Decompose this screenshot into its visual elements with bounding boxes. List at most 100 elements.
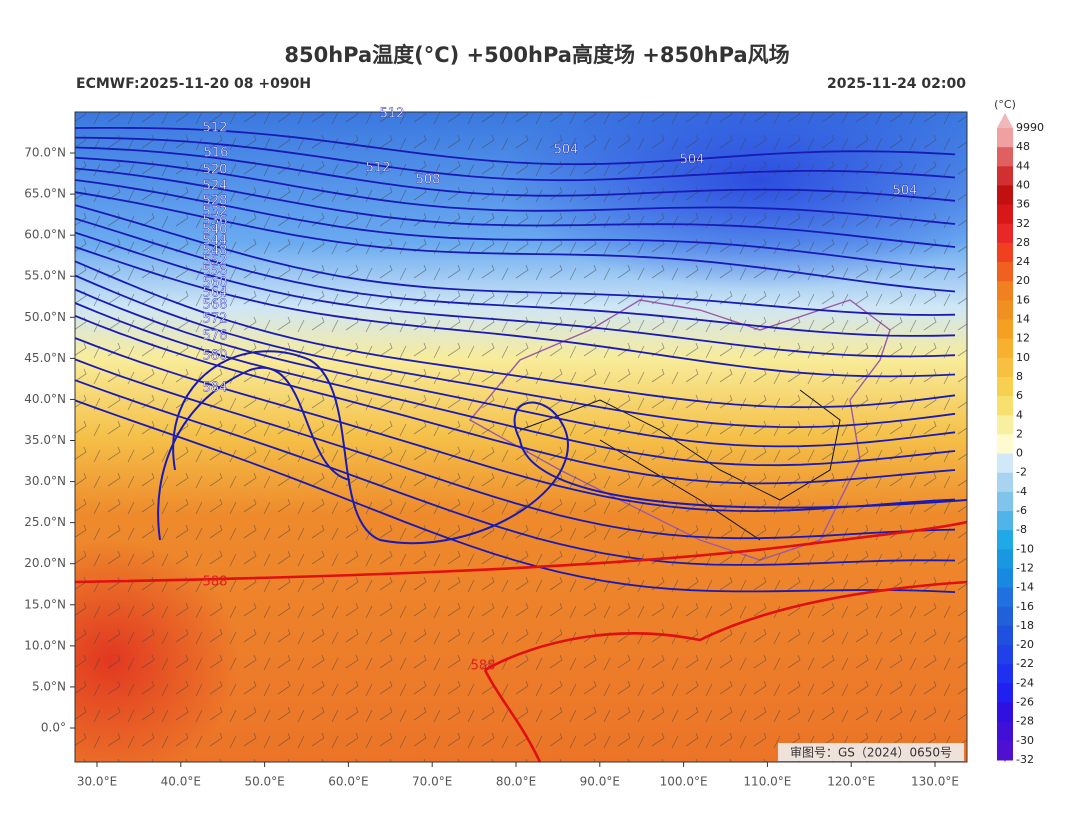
colorbar-label: -26 bbox=[1016, 696, 1034, 709]
colorbar-box bbox=[997, 319, 1013, 340]
contour-line bbox=[75, 260, 956, 409]
colorbar-box bbox=[997, 453, 1013, 474]
colorbar-box bbox=[997, 300, 1013, 321]
colorbar-label: 40 bbox=[1016, 178, 1030, 191]
contour-label: 536 bbox=[203, 214, 228, 229]
map-field: 审图号：GS（2024）0650号 bbox=[75, 112, 967, 762]
y-tick-label: 70.0°N bbox=[24, 146, 66, 160]
contour-label: 512 bbox=[380, 107, 405, 122]
colorbar-box bbox=[997, 434, 1013, 455]
colorbar-box bbox=[997, 721, 1013, 742]
contour-label: 560 bbox=[203, 276, 228, 291]
x-tick-label: 80.0°E bbox=[496, 775, 536, 789]
colorbar-label: -28 bbox=[1016, 715, 1034, 728]
colorbar-box bbox=[997, 664, 1013, 684]
contour-label: 568 bbox=[203, 298, 228, 313]
contour-588-south bbox=[483, 580, 967, 762]
contour-label: 580 bbox=[203, 349, 228, 364]
colorbar-box bbox=[997, 625, 1013, 646]
x-tick-label: 90.0°E bbox=[580, 775, 620, 789]
y-tick-label: 30.0°N bbox=[24, 474, 66, 488]
colorbar-label: -18 bbox=[1016, 619, 1034, 632]
colorbar-box bbox=[997, 702, 1013, 723]
colorbar-label: -22 bbox=[1016, 657, 1034, 670]
y-tick-label: 15.0°N bbox=[24, 597, 66, 611]
colorbar-label: 36 bbox=[1016, 198, 1030, 211]
colorbar-label: 14 bbox=[1016, 313, 1030, 326]
approval-box bbox=[778, 743, 964, 761]
y-tick-label: 0.0° bbox=[41, 721, 66, 735]
contour-line bbox=[75, 399, 956, 593]
colorbar-box bbox=[997, 511, 1013, 531]
colorbar-label: -16 bbox=[1016, 600, 1034, 613]
y-tick-label: 5.0°N bbox=[32, 679, 66, 693]
contour-line bbox=[75, 314, 956, 485]
contour-label: 512 bbox=[203, 121, 228, 136]
contour-line bbox=[75, 379, 956, 566]
contour-label: 540 bbox=[203, 223, 228, 238]
colorbar-box bbox=[997, 396, 1013, 416]
colorbar-label: 6 bbox=[1016, 389, 1023, 402]
colorbar-label: 4 bbox=[1016, 408, 1023, 421]
contour-label: 544 bbox=[203, 234, 228, 249]
contour-label: 576 bbox=[203, 329, 228, 344]
contour-label: 524 bbox=[203, 179, 228, 194]
y-tick-label: 45.0°N bbox=[24, 351, 66, 365]
colorbar-label: -24 bbox=[1016, 676, 1034, 689]
colorbar-box bbox=[997, 472, 1013, 493]
colorbar-label: 2 bbox=[1016, 427, 1023, 440]
colorbar-box bbox=[997, 204, 1013, 225]
subtitle-right: 2025-11-24 02:00 bbox=[827, 76, 966, 92]
colorbar-box bbox=[997, 357, 1013, 378]
colorbar-box bbox=[997, 128, 1013, 148]
contour-line bbox=[75, 288, 956, 448]
colorbar-label: 8 bbox=[1016, 370, 1023, 383]
x-tick-label: 100.0°E bbox=[660, 775, 708, 789]
contour-584 bbox=[157, 366, 351, 541]
colorbar-label: 48 bbox=[1016, 140, 1030, 153]
contour-580 bbox=[172, 350, 967, 545]
title: 850hPa温度(°C) +500hPa高度场 +850hPa风场 bbox=[284, 43, 789, 67]
contour-label: 520 bbox=[203, 163, 228, 178]
y-tick-label: 40.0°N bbox=[24, 392, 66, 406]
colorbar-box bbox=[997, 683, 1013, 704]
contour-line bbox=[75, 358, 956, 540]
x-tick-label: 70.0°E bbox=[412, 775, 452, 789]
colorbar-unit: (°C) bbox=[994, 98, 1016, 111]
colorbar-box bbox=[997, 166, 1013, 186]
colorbar-box bbox=[997, 338, 1013, 359]
contours bbox=[75, 127, 956, 593]
colorbar-top bbox=[997, 113, 1013, 128]
colorbar-label: 16 bbox=[1016, 293, 1030, 306]
x-tick-label: 110.0°E bbox=[743, 775, 791, 789]
contour-line bbox=[75, 167, 956, 248]
colorbar-box bbox=[997, 587, 1013, 608]
contour-line bbox=[75, 179, 956, 271]
contour-label: 504 bbox=[554, 143, 579, 158]
contour-label: 504 bbox=[680, 153, 705, 168]
colorbar-box bbox=[997, 281, 1013, 301]
contour-label: 588 bbox=[203, 575, 228, 590]
contour-line bbox=[75, 337, 956, 513]
contour-label: 564 bbox=[203, 286, 228, 301]
colorbar-label: 32 bbox=[1016, 217, 1030, 230]
colorbar-box bbox=[997, 223, 1013, 244]
y-tick-label: 65.0°N bbox=[24, 187, 66, 201]
contour-label: 504 bbox=[893, 184, 918, 199]
y-tick-label: 60.0°N bbox=[24, 228, 66, 242]
contour-label: 552 bbox=[203, 254, 228, 269]
contour-line bbox=[75, 217, 956, 337]
colorbar-box bbox=[997, 185, 1013, 206]
subtitle-left: ECMWF:2025-11-20 08 +090H bbox=[76, 76, 311, 92]
contour-label: 588 bbox=[471, 659, 496, 674]
colorbar-box bbox=[997, 262, 1013, 282]
contour-label: 528 bbox=[203, 194, 228, 209]
colorbar-label: -14 bbox=[1016, 581, 1034, 594]
colorbar-box bbox=[997, 415, 1013, 435]
colorbar-box bbox=[997, 147, 1013, 167]
x-tick-label: 30.0°E bbox=[77, 775, 117, 789]
colorbar-label: 10 bbox=[1016, 351, 1030, 364]
x-tick-label: 50.0°E bbox=[244, 775, 284, 789]
y-tick-label: 10.0°N bbox=[24, 638, 66, 652]
contour-line bbox=[75, 136, 956, 182]
